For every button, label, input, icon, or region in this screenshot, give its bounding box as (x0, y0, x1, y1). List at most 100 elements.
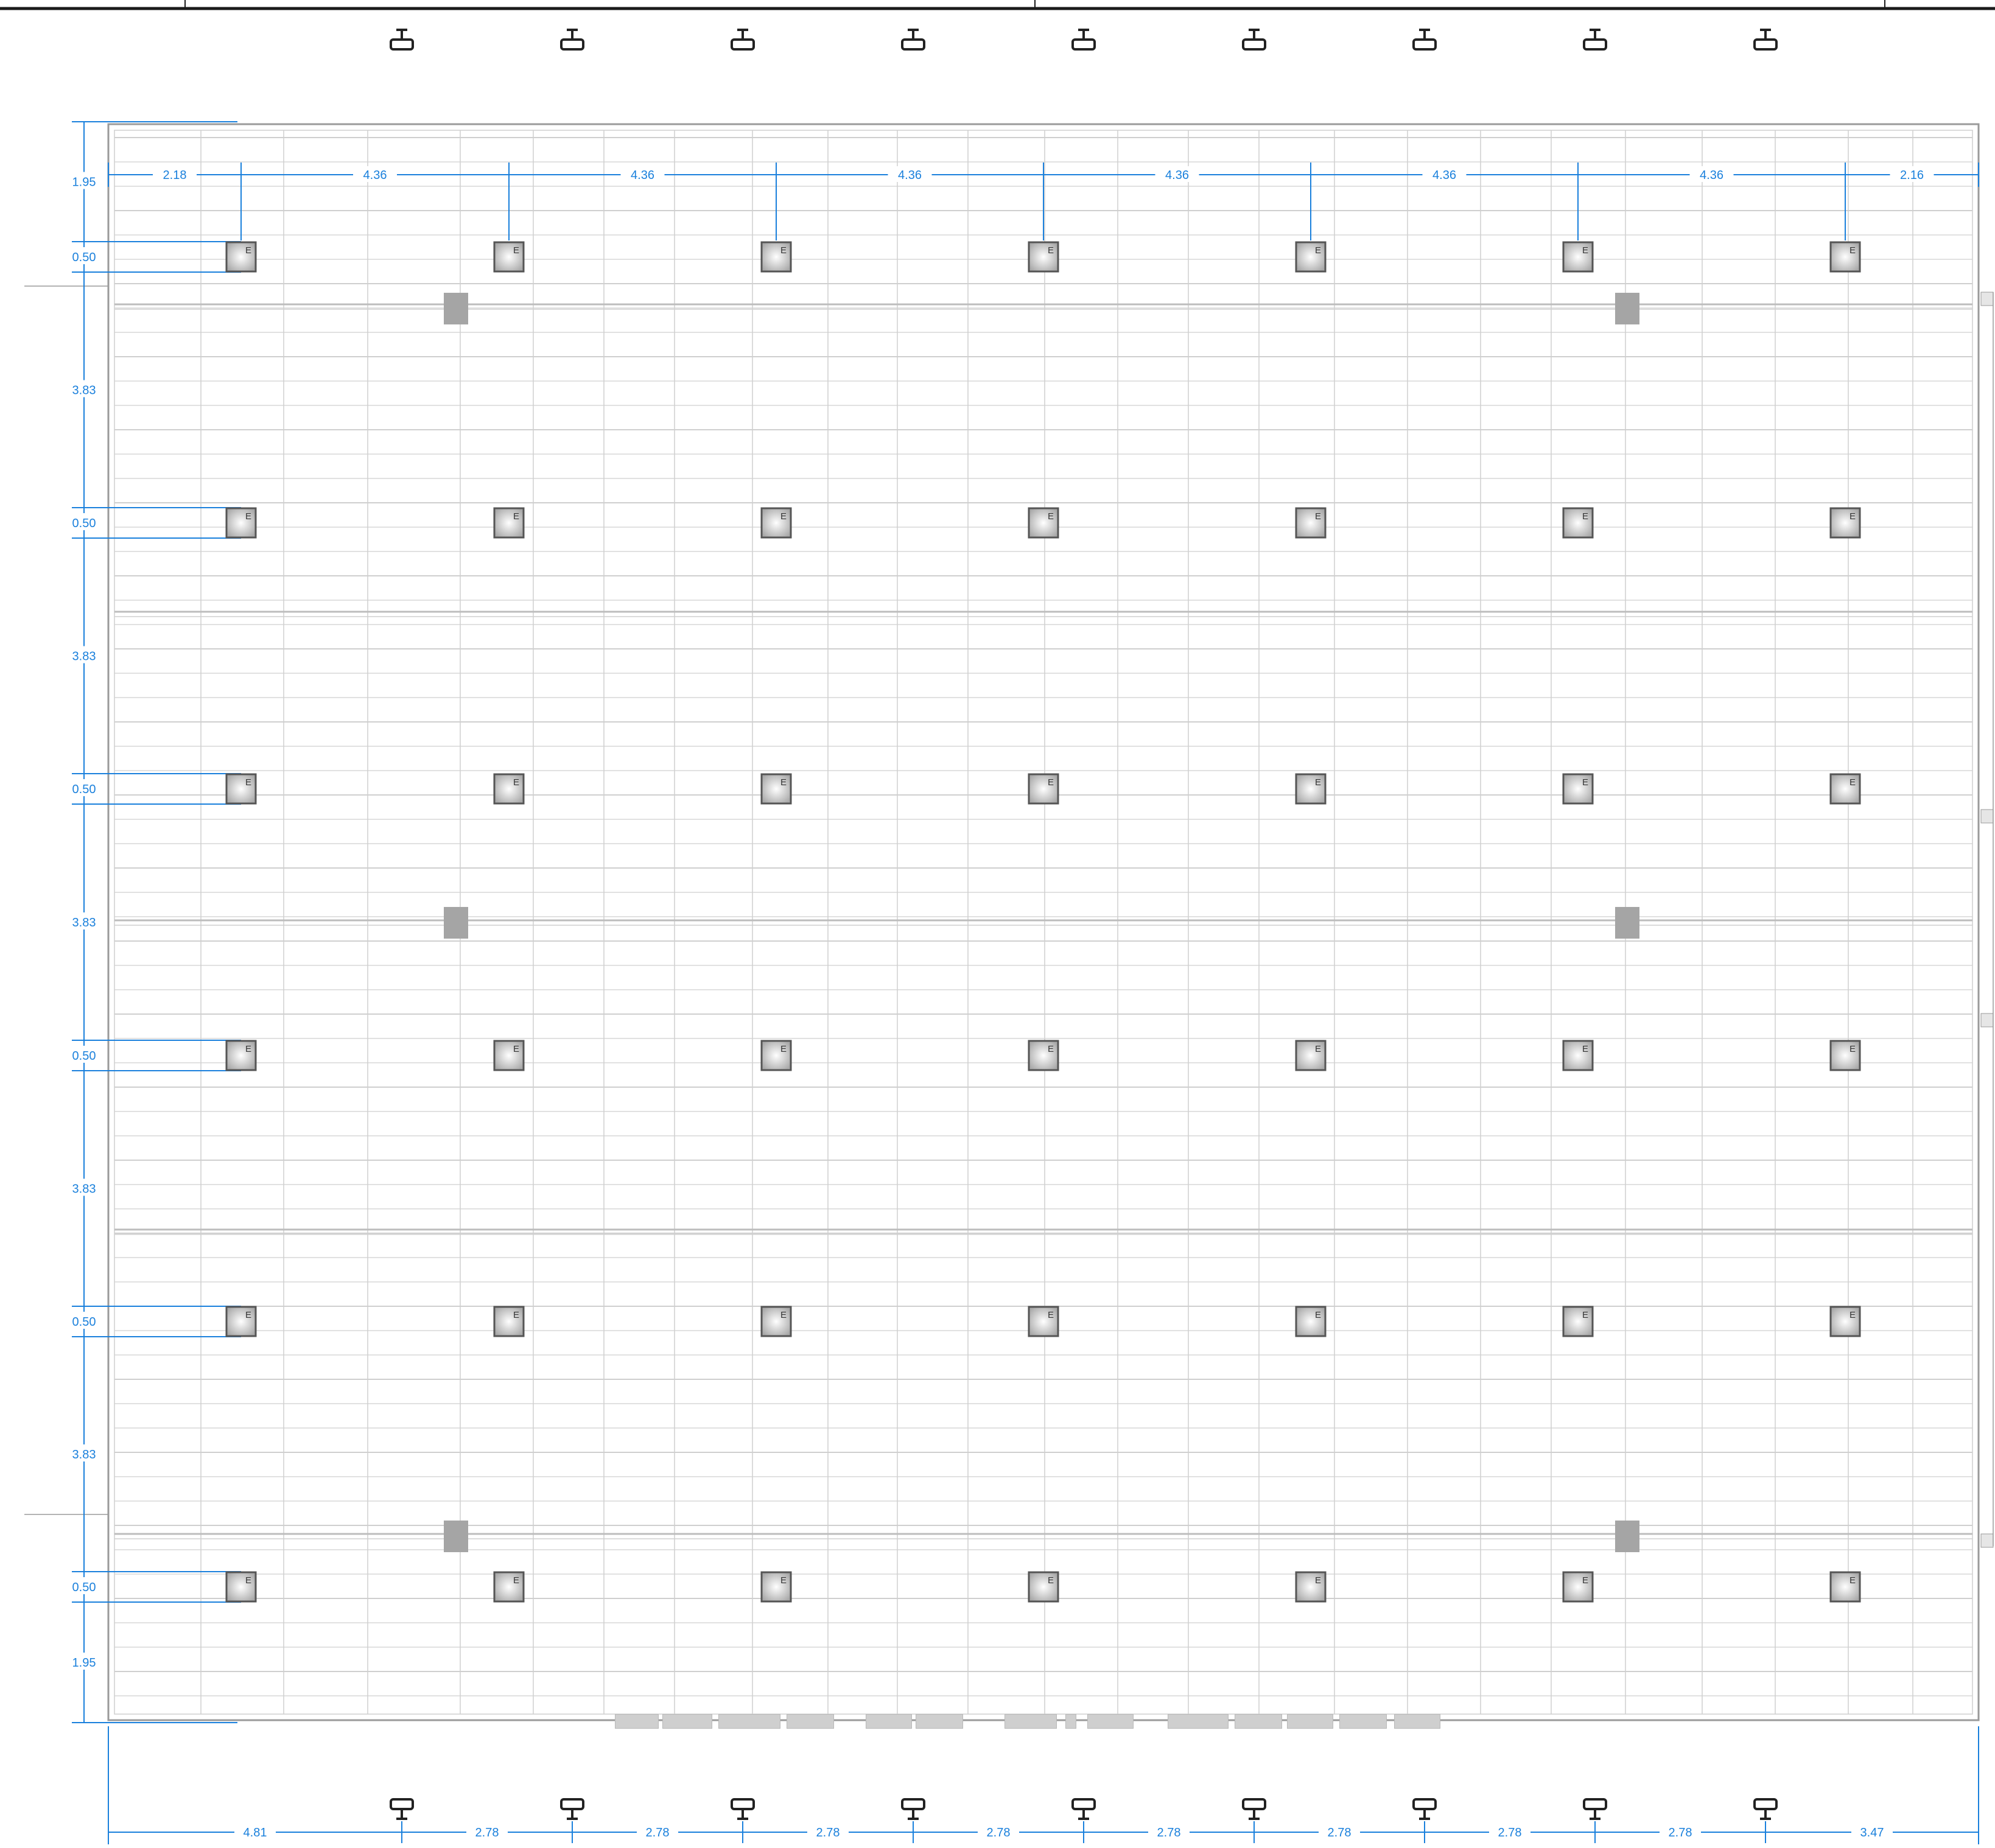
emergency-light-icon (225, 773, 257, 805)
luminaire-body (1583, 38, 1607, 51)
emergency-light-fixture: E (1028, 1040, 1059, 1071)
stamp-block (787, 1714, 834, 1729)
wall-mounted-luminaire-icon (1583, 29, 1607, 51)
dimension-label-bottom: 2.78 (1498, 1826, 1522, 1839)
fixture-label: E (1048, 1575, 1054, 1586)
emergency-light-fixture: E (493, 1571, 525, 1603)
emergency-light-icon (1562, 241, 1594, 273)
emergency-light-fixture: E (493, 1040, 525, 1071)
dimension-label-bottom: 2.78 (646, 1826, 670, 1839)
emergency-light-fixture: E (760, 773, 792, 805)
luminaire-body (1071, 1798, 1096, 1810)
fixture-label: E (513, 511, 519, 522)
dimension-label-top: 4.36 (1700, 169, 1723, 182)
dimension-label-bg (61, 513, 107, 530)
structural-column (1615, 293, 1639, 324)
emergency-light-icon (225, 241, 257, 273)
luminaire-body (1071, 38, 1096, 51)
fixture-label: E (513, 1310, 519, 1320)
ceiling-grid (114, 130, 1972, 1714)
wall-mounted-luminaire-icon (901, 29, 925, 51)
stamp-block (1235, 1714, 1282, 1729)
fixture-label: E (1849, 245, 1856, 256)
emergency-light-fixture: E (225, 773, 257, 805)
fixture-label: E (245, 245, 251, 256)
dimension-label-left: 0.50 (72, 783, 96, 796)
stamp-block (1168, 1714, 1229, 1729)
emergency-light-icon (1028, 1571, 1059, 1603)
wall-mounted-luminaire-icon (560, 1798, 584, 1820)
wall-column-stub (1980, 809, 1994, 824)
wall-mounted-luminaire-icon (390, 1798, 414, 1820)
emergency-light-fixture: E (1562, 507, 1594, 539)
wall-mounted-luminaire-icon (901, 1798, 925, 1820)
dimension-label-bg (978, 1824, 1019, 1839)
dimension-label-left: 3.83 (72, 384, 96, 397)
wall-mounted-luminaire-icon (731, 1798, 755, 1820)
emergency-light-icon (1829, 1306, 1861, 1337)
fixture-label: E (245, 1310, 251, 1320)
emergency-light-fixture: E (225, 1306, 257, 1337)
fixture-label: E (1849, 777, 1856, 788)
emergency-light-fixture: E (1295, 1306, 1327, 1337)
luminaire-body (560, 38, 584, 51)
dimension-label-bottom: 2.78 (475, 1826, 499, 1839)
fixture-label: E (1315, 1575, 1321, 1586)
wall-mounted-luminaire-icon (1412, 1798, 1437, 1820)
emergency-light-icon (225, 1571, 257, 1603)
wall-mounted-luminaire-icon (390, 29, 414, 51)
emergency-light-fixture: E (493, 773, 525, 805)
dimension-label-left: 0.50 (72, 517, 96, 530)
emergency-light-icon (1829, 1571, 1861, 1603)
luminaire-body (1242, 1798, 1266, 1810)
dimension-label-bg (61, 912, 107, 929)
wall-column-stub (1980, 292, 1994, 306)
emergency-light-icon (225, 1040, 257, 1071)
wall-mounted-luminaire-icon (1583, 1798, 1607, 1820)
fixture-label: E (1315, 1310, 1321, 1320)
structural-column (1615, 1521, 1639, 1552)
fixture-label: E (780, 511, 787, 522)
luminaire-body (731, 1798, 755, 1810)
emergency-light-fixture: E (1829, 507, 1861, 539)
fixture-label: E (780, 777, 787, 788)
emergency-light-icon (1295, 241, 1327, 273)
emergency-light-icon (760, 1040, 792, 1071)
luminaire-body (560, 1798, 584, 1810)
dimension-label-bg (1422, 166, 1467, 182)
dimension-label-bottom: 2.78 (1328, 1826, 1352, 1839)
emergency-light-icon (1028, 773, 1059, 805)
structural-column (444, 293, 468, 324)
wall-column-stub (1980, 1013, 1994, 1027)
stamp-block (662, 1714, 712, 1729)
dimension-label-left: 0.50 (72, 1581, 96, 1594)
emergency-light-icon (1829, 241, 1861, 273)
wall-mounted-luminaire-icon (1071, 29, 1096, 51)
wall-mounted-luminaire-icon (1071, 1798, 1096, 1820)
dimension-label-top: 4.36 (1165, 169, 1189, 182)
dimension-label-bg (620, 166, 665, 182)
fixture-label: E (1582, 1310, 1588, 1320)
fixture-label: E (780, 245, 787, 256)
dimension-label-bg (1155, 166, 1199, 182)
emergency-light-fixture: E (1829, 1040, 1861, 1071)
emergency-light-icon (760, 1571, 792, 1603)
emergency-light-fixture: E (760, 1306, 792, 1337)
wall-mounted-luminaire-icon (1412, 29, 1437, 51)
dimension-label-top: 4.36 (631, 169, 654, 182)
fixture-label: E (1582, 777, 1588, 788)
fixture-label: E (780, 1044, 787, 1054)
dimension-label-left: 1.95 (72, 176, 96, 189)
structural-column (444, 1521, 468, 1552)
emergency-light-fixture: E (1829, 1306, 1861, 1337)
emergency-light-icon (760, 1306, 792, 1337)
wall-mounted-luminaire-icon (1753, 1798, 1778, 1820)
fixture-label: E (245, 777, 251, 788)
wall-column-stub (1980, 1533, 1994, 1548)
fixture-label: E (1582, 1044, 1588, 1054)
dimension-label-bg (61, 779, 107, 796)
emergency-light-fixture: E (1562, 773, 1594, 805)
emergency-light-fixture: E (1829, 1571, 1861, 1603)
wall-mounted-luminaire-icon (731, 29, 755, 51)
